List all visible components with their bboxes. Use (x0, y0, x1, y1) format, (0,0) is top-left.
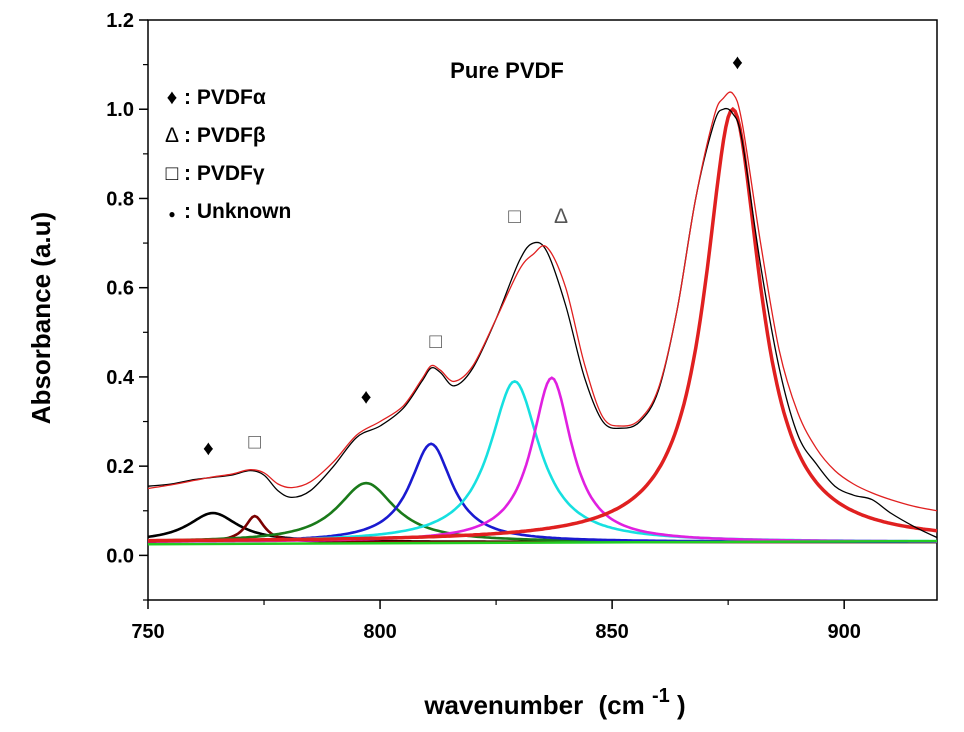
peak-marker: ♦ (732, 51, 743, 74)
series-experimental (147, 107, 938, 539)
legend-label: : PVDFβ (184, 124, 266, 147)
legend-symbol: □ (166, 162, 179, 185)
data-curves (147, 91, 938, 539)
x-ticks: 750 800 850 900 (131, 600, 861, 643)
x-tick-label: 800 (363, 621, 396, 643)
y-tick-label: 1.2 (106, 10, 134, 32)
y-tick-label: 0.6 (106, 278, 134, 300)
fit-peak-876 (148, 106, 938, 543)
peak-marker: ♦ (203, 437, 214, 460)
y-tick-label: 0.2 (106, 456, 134, 478)
plot-area: 750 800 850 900 0.0 0.2 0.4 0.6 0.8 1.0 1.2 ♦ □ ♦ □ □… (106, 10, 938, 643)
x-axis-title: wavenumber (cm -1 ) (423, 678, 685, 720)
x-axis-title-unit-close: ) (677, 690, 686, 720)
x-tick-label: 900 (827, 621, 860, 643)
legend-symbol: ● (168, 207, 175, 221)
legend-symbol: Δ (165, 124, 179, 147)
legend-label: : Unknown (184, 200, 291, 223)
peak-marker: □ (429, 330, 442, 353)
x-axis-title-unit: (cm (599, 690, 645, 720)
fit-peak-797 (148, 481, 937, 544)
baseline-line (147, 539, 938, 546)
legend-symbol: ♦ (167, 86, 178, 109)
y-tick-label: 1.0 (106, 99, 134, 121)
y-tick-label: 0.8 (106, 188, 134, 210)
legend-label: : PVDFγ (184, 162, 265, 185)
plot-frame (147, 19, 938, 601)
x-tick-label: 750 (131, 621, 164, 643)
chart-title: Pure PVDF (450, 58, 564, 83)
fit-peak-837 (148, 376, 937, 543)
annotation-markers: ♦ □ ♦ □ □ Δ ♦ (203, 51, 743, 460)
legend-label: : PVDFα (184, 86, 266, 109)
peak-marker: □ (508, 205, 521, 228)
y-axis-title: Absorbance (a.u) (26, 212, 56, 424)
y-tick-label: 0.4 (106, 367, 135, 389)
fit-peak-829 (148, 380, 937, 543)
series-cumulative-fit (147, 91, 938, 512)
peak-marker: □ (248, 430, 261, 453)
x-tick-label: 850 (595, 621, 628, 643)
peak-marker: Δ (554, 205, 568, 228)
fit-curves (147, 106, 938, 546)
y-tick-label: 0.0 (106, 545, 134, 567)
x-axis-title-unit-exp: -1 (652, 685, 670, 707)
y-ticks: 0.0 0.2 0.4 0.6 0.8 1.0 1.2 (106, 10, 148, 601)
x-axis-title-main: wavenumber (423, 690, 583, 720)
peak-marker: ♦ (361, 386, 372, 409)
